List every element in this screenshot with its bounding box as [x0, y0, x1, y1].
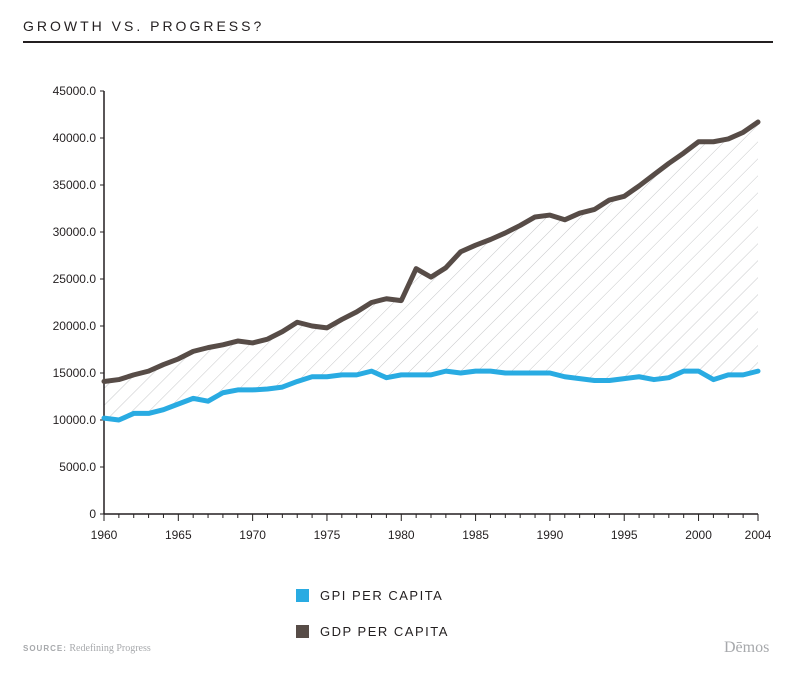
- legend-swatch-gdp: [296, 624, 309, 638]
- y-tick-label: 15000.0: [53, 366, 97, 380]
- x-tick-label: 1995: [611, 528, 638, 542]
- legend-swatch-gpi: [296, 588, 309, 602]
- y-tick-label: 35000.0: [53, 178, 97, 192]
- source-key: SOURCE:: [23, 644, 67, 653]
- legend-label-gpi: GPI PER CAPITA: [320, 587, 444, 603]
- y-tick-label: 20000.0: [53, 319, 97, 333]
- y-tick-label: 45000.0: [53, 84, 97, 98]
- source-note: SOURCE: Redefining Progress: [23, 643, 151, 654]
- chart-legend: GPI PER CAPITA GDP PER CAPITA: [296, 585, 449, 657]
- demos-logo: Dēmos: [724, 639, 770, 656]
- title-divider: [23, 41, 773, 43]
- legend-item-gdp: GDP PER CAPITA: [296, 621, 449, 641]
- x-tick-label: 2000: [685, 528, 712, 542]
- gdp-series-line: [101, 119, 761, 384]
- y-tick-label: 40000.0: [53, 131, 97, 145]
- x-tick-label: 1960: [91, 528, 118, 542]
- x-tick-label: 1975: [314, 528, 341, 542]
- x-tick-label: 1965: [165, 528, 192, 542]
- legend-label-gdp: GDP PER CAPITA: [320, 623, 449, 639]
- source-text: Redefining Progress: [69, 643, 151, 654]
- y-tick-label: 30000.0: [53, 225, 97, 239]
- gap-hatch-area: [104, 122, 758, 421]
- x-tick-label: 1980: [388, 528, 415, 542]
- y-tick-label: 25000.0: [53, 272, 97, 286]
- x-tick-label: 1990: [537, 528, 564, 542]
- y-tick-label: 5000.0: [59, 460, 96, 474]
- y-tick-label: 0: [89, 507, 96, 521]
- x-tick-label: 2004: [745, 528, 772, 542]
- gpi-series-line: [101, 368, 761, 423]
- x-tick-label: 1970: [239, 528, 266, 542]
- y-tick-label: 10000.0: [53, 413, 97, 427]
- x-tick-label: 1985: [462, 528, 489, 542]
- legend-item-gpi: GPI PER CAPITA: [296, 585, 449, 605]
- chart-title: GROWTH VS. PROGRESS?: [23, 18, 265, 34]
